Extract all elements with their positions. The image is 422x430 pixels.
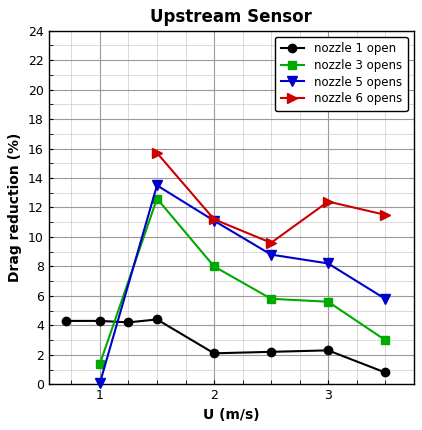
nozzle 3 opens (211, 264, 216, 269)
nozzle 1 open (126, 320, 131, 325)
nozzle 5 opens (154, 183, 160, 188)
nozzle 6 opens (154, 150, 160, 156)
nozzle 1 open (383, 370, 388, 375)
Line: nozzle 5 opens: nozzle 5 opens (95, 181, 390, 387)
nozzle 1 open (211, 351, 216, 356)
nozzle 5 opens (326, 261, 331, 266)
Y-axis label: Drag reduction (%): Drag reduction (%) (8, 133, 22, 282)
nozzle 3 opens (326, 299, 331, 304)
Line: nozzle 1 open: nozzle 1 open (62, 315, 390, 377)
Legend: nozzle 1 open, nozzle 3 opens, nozzle 5 opens, nozzle 6 opens: nozzle 1 open, nozzle 3 opens, nozzle 5 … (275, 37, 408, 111)
nozzle 1 open (154, 317, 160, 322)
nozzle 1 open (97, 318, 103, 323)
nozzle 1 open (63, 318, 68, 323)
nozzle 5 opens (268, 252, 273, 257)
Line: nozzle 3 opens: nozzle 3 opens (96, 194, 390, 368)
nozzle 6 opens (326, 199, 331, 204)
nozzle 3 opens (154, 196, 160, 201)
nozzle 5 opens (383, 296, 388, 301)
nozzle 3 opens (383, 338, 388, 343)
nozzle 3 opens (97, 361, 103, 366)
nozzle 5 opens (211, 218, 216, 223)
nozzle 3 opens (268, 296, 273, 301)
nozzle 6 opens (268, 240, 273, 246)
Title: Upstream Sensor: Upstream Sensor (150, 8, 312, 26)
nozzle 6 opens (211, 217, 216, 222)
nozzle 6 opens (383, 212, 388, 218)
X-axis label: U (m/s): U (m/s) (203, 408, 260, 422)
nozzle 1 open (326, 348, 331, 353)
nozzle 1 open (268, 349, 273, 354)
Line: nozzle 6 opens: nozzle 6 opens (152, 148, 390, 248)
nozzle 5 opens (97, 380, 103, 385)
